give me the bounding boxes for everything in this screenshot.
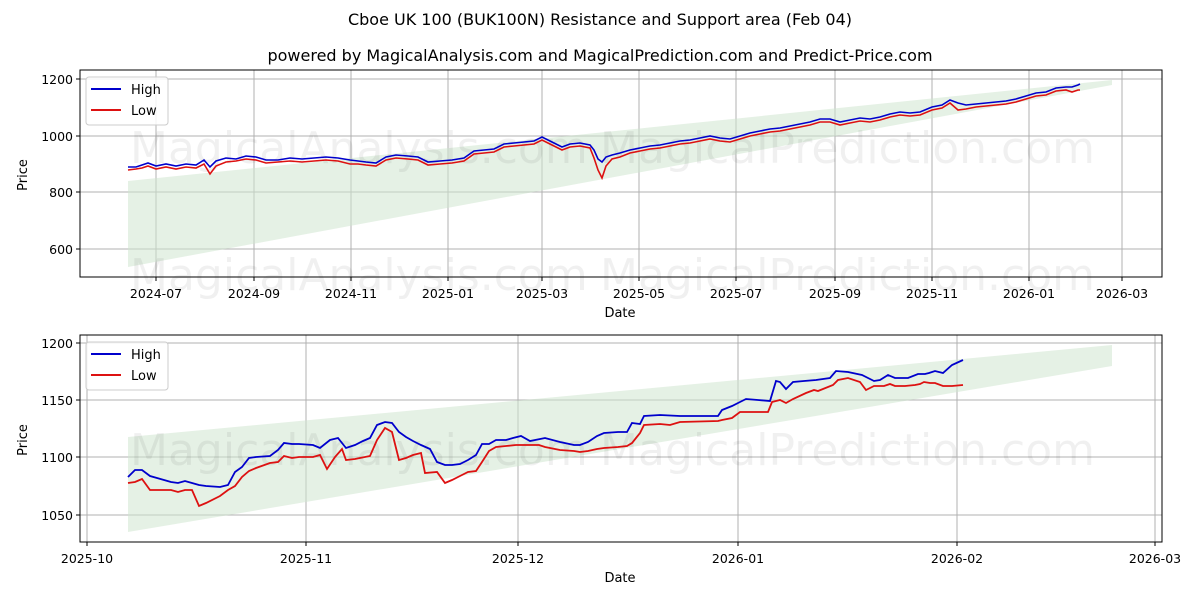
- top-watermark-right: MagicalPrediction.com: [600, 123, 1095, 174]
- top-x-tick-label: 2024-07: [130, 286, 182, 301]
- bottom-x-tick-label: 2025-10: [61, 551, 113, 566]
- top-watermark-left: MagicalAnalysis.com: [130, 123, 588, 174]
- top-y-tick-label: 1200: [41, 72, 73, 87]
- bottom-y-axis-label: Price: [16, 424, 31, 456]
- top-y-ticks: [76, 78, 80, 250]
- top-axes-frame: [79, 69, 1163, 278]
- bottom-legend-low: Low: [131, 369, 157, 384]
- bottom-y-tick-label: 1150: [41, 393, 73, 408]
- bottom-y-tick-label: 1200: [41, 336, 73, 351]
- bottom-x-tick-label: 2025-12: [492, 551, 544, 566]
- top-y-axis-label: Price: [16, 159, 31, 191]
- bottom-x-tick-label: 2025-11: [280, 551, 332, 566]
- top-x-tick-label: 2025-11: [906, 286, 958, 301]
- top-x-tick-label: 2025-07: [710, 286, 762, 301]
- top-panel: MagicalAnalysis.com MagicalPrediction.co…: [16, 69, 1163, 321]
- bottom-legend-high: High: [131, 348, 161, 363]
- bottom-y-ticks: [76, 342, 80, 516]
- bottom-y-tick-label: 1050: [41, 508, 73, 523]
- bottom-x-ticks: [86, 542, 1156, 546]
- bottom-axes-frame: [79, 334, 1163, 543]
- mid-watermark-right: MagicalPrediction.com: [600, 250, 1095, 301]
- bottom-legend: High Low: [85, 341, 169, 391]
- bottom-support-resistance-band: [128, 345, 1112, 532]
- top-x-tick-label: 2024-09: [228, 286, 280, 301]
- top-x-tick-label: 2025-05: [613, 286, 665, 301]
- top-x-tick-label: 2025-09: [809, 286, 861, 301]
- top-x-ticks: [155, 277, 1123, 281]
- bottom-x-axis-label: Date: [604, 571, 635, 586]
- bottom-low-line: [127, 377, 964, 508]
- top-x-tick-label: 2026-01: [1003, 286, 1055, 301]
- top-support-resistance-band: [128, 80, 1112, 267]
- bottom-watermark-left: MagicalAnalysis.com: [130, 425, 588, 476]
- top-legend-high: High: [131, 83, 161, 98]
- top-x-tick-label: 2025-01: [422, 286, 474, 301]
- top-legend: High Low: [85, 76, 169, 126]
- top-x-axis-label: Date: [604, 306, 635, 321]
- mid-watermark-left: MagicalAnalysis.com: [130, 250, 588, 301]
- top-high-line: [128, 83, 1081, 169]
- top-low-line: [127, 89, 1080, 181]
- chart-subtitle: powered by MagicalAnalysis.com and Magic…: [267, 46, 933, 65]
- bottom-y-tick-label: 1100: [41, 450, 73, 465]
- bottom-high-line: [127, 359, 964, 488]
- top-y-tick-label: 800: [49, 185, 73, 200]
- top-y-tick-label: 600: [49, 242, 73, 257]
- top-x-tick-label: 2024-11: [325, 286, 377, 301]
- bottom-watermark-right: MagicalPrediction.com: [600, 425, 1095, 476]
- top-x-tick-label: 2025-03: [516, 286, 568, 301]
- bottom-panel: MagicalAnalysis.com MagicalPrediction.co…: [16, 334, 1181, 586]
- bottom-x-tick-label: 2026-03: [1129, 551, 1181, 566]
- top-legend-low: Low: [131, 104, 157, 119]
- bottom-x-tick-label: 2026-01: [712, 551, 764, 566]
- top-x-tick-label: 2026-03: [1096, 286, 1148, 301]
- chart-title: Cboe UK 100 (BUK100N) Resistance and Sup…: [347, 10, 853, 29]
- bottom-x-tick-label: 2026-02: [931, 551, 983, 566]
- top-y-tick-label: 1000: [41, 129, 73, 144]
